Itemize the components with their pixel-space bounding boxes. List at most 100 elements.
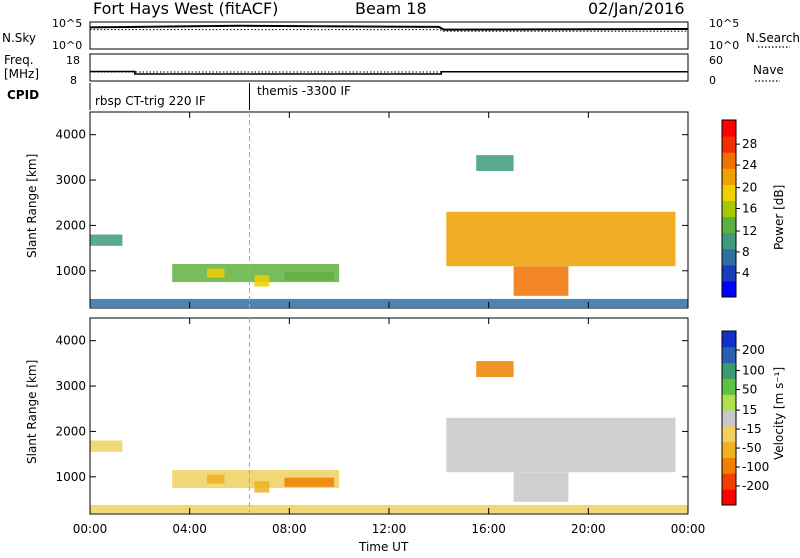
- colorbar-tick-label: 16: [742, 202, 757, 216]
- colorbar-cell: [722, 216, 736, 234]
- noise-search-line: [90, 29, 688, 32]
- freq-left-tick-bottom: 8: [70, 74, 77, 87]
- colorbar-tick-label: 8: [742, 245, 750, 259]
- colorbar-cell: [722, 489, 736, 506]
- colorbar-tick-label: 100: [742, 364, 765, 378]
- nave-right-tick-bottom: 0: [709, 74, 716, 87]
- colorbar-cell: [722, 184, 736, 201]
- y-tick-label: 4000: [55, 128, 86, 142]
- echo-region-I: [513, 266, 569, 296]
- colorbar-cell: [722, 473, 736, 490]
- velocity-echoes: [90, 361, 688, 514]
- colorbar-cell: [722, 394, 736, 411]
- colorbar-cell: [722, 152, 736, 169]
- freq-label: Freq.: [4, 53, 34, 67]
- echo-region-G: [476, 155, 514, 171]
- power-echoes: [90, 155, 688, 308]
- colorbar-tick-label: 20: [742, 181, 757, 195]
- echo-region-A: [90, 440, 123, 452]
- power-panel: Slant Range [km]: [25, 111, 689, 309]
- cpid-segment-2: themis -3300 IF: [257, 84, 351, 98]
- colorbar-tick-label: 50: [742, 383, 757, 397]
- velocity-colorbar: 200 100 50 15 -15 -50 -100 -200: [721, 330, 769, 506]
- y-tick-label: 2000: [55, 424, 86, 438]
- noise-left-tick-bottom: 10^0: [52, 39, 82, 52]
- xlabel: Time UT: [358, 540, 409, 554]
- colorbar-tick-label: -15: [742, 422, 762, 436]
- noise-left-tick-top: 10^5: [52, 17, 82, 30]
- freq-panel-frame: [89, 53, 689, 82]
- echo-region-E: [284, 477, 335, 487]
- nave-right-tick-top: 60: [709, 54, 723, 67]
- x-tick-label: 12:00: [372, 522, 407, 536]
- colorbar-tick-label: 4: [742, 266, 750, 280]
- date-title: 02/Jan/2016: [588, 0, 685, 18]
- echo-region-D: [254, 481, 270, 493]
- colorbar-cell: [722, 168, 736, 185]
- axis-ticks: 00:00 04:00 08:00 12:00 16:00 20:00 00:00 1000 1…: [55, 112, 705, 536]
- colorbar-cell: [722, 200, 736, 218]
- colorbar-cell: [722, 136, 736, 153]
- power-colorbar-title: Power [dB]: [772, 185, 786, 250]
- echo-region-C: [207, 268, 225, 278]
- noise-sky-label: N.Sky: [2, 31, 36, 45]
- beam-title: Beam 18: [355, 0, 427, 18]
- colorbar-cell: [722, 441, 736, 458]
- power-colorbar: 28 24 20 16 12 8 4: [721, 119, 757, 298]
- colorbar-cell: [722, 378, 736, 395]
- colorbar-tick-label: -200: [742, 479, 769, 493]
- y-tick-label: 3000: [55, 379, 86, 393]
- noise-right-tick-top: 10^5: [709, 17, 739, 30]
- y-tick-label: 3000: [55, 173, 86, 187]
- x-tick-label: 00:00: [73, 522, 108, 536]
- colorbar-cell: [722, 331, 736, 348]
- colorbar-tick-label: -100: [742, 460, 769, 474]
- colorbar-cell: [722, 280, 736, 298]
- colorbar-tick-label: -50: [742, 441, 762, 455]
- colorbar-tick-label: 28: [742, 137, 757, 151]
- x-tick-label: 16:00: [471, 522, 506, 536]
- colorbar-cell: [722, 248, 736, 266]
- colorbar-cell: [722, 457, 736, 474]
- y-tick-label: 2000: [55, 218, 86, 232]
- echo-region-G: [476, 361, 514, 377]
- echo-region-I: [513, 472, 569, 502]
- x-tick-label: 08:00: [272, 522, 307, 536]
- colorbar-tick-label: 12: [742, 224, 757, 238]
- echo-region-H: [446, 211, 676, 267]
- station-title: Fort Hays West (fitACF): [93, 0, 278, 18]
- cpid-segment-1: rbsp CT-trig 220 IF: [95, 94, 206, 108]
- colorbar-tick-label: 200: [742, 343, 765, 357]
- colorbar-tick-label: 15: [742, 403, 757, 417]
- x-tick-label: 00:00: [671, 522, 706, 536]
- noise-sky-line: [89, 24, 689, 31]
- colorbar-cell: [722, 362, 736, 379]
- velocity-colorbar-title: Velocity [m s⁻¹]: [772, 367, 786, 460]
- echo-region-A: [90, 234, 123, 246]
- velocity-ylabel: Slant Range [km]: [25, 360, 39, 464]
- freq-unit-label: [MHz]: [4, 67, 39, 81]
- noise-search-label: N.Search: [746, 31, 800, 45]
- cpid-label: CPID: [7, 88, 39, 102]
- colorbar-cell: [722, 425, 736, 443]
- colorbar-tick-label: 24: [742, 158, 757, 172]
- echo-region-D: [254, 275, 270, 287]
- power-ylabel: Slant Range [km]: [25, 154, 39, 258]
- colorbar-cell: [722, 346, 736, 364]
- y-tick-label: 1000: [55, 264, 86, 278]
- echo-region-C: [207, 474, 225, 484]
- echo-region-E: [284, 271, 335, 281]
- echo-region-H: [446, 417, 676, 473]
- colorbar-cell: [722, 410, 736, 427]
- nave-label: Nave: [753, 63, 784, 77]
- colorbar-cell: [722, 232, 736, 250]
- y-tick-label: 4000: [55, 334, 86, 348]
- x-tick-label: 20:00: [571, 522, 606, 536]
- colorbar-frame: [721, 330, 737, 506]
- freq-left-tick-top: 18: [66, 54, 80, 67]
- velocity-panel: Slant Range [km]: [25, 317, 689, 515]
- colorbar-cell: [722, 120, 736, 137]
- noise-panel-frame: [89, 21, 689, 50]
- y-tick-label: 1000: [55, 470, 86, 484]
